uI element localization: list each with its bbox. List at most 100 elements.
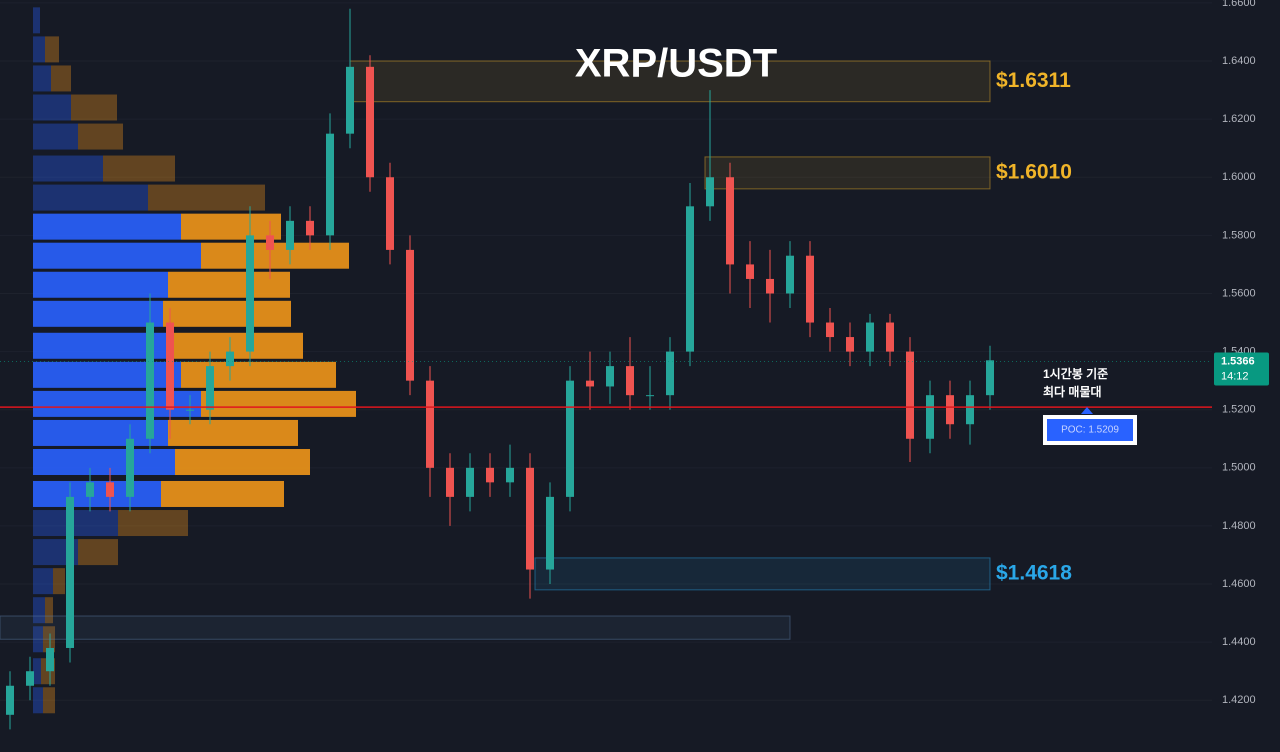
profile-buy xyxy=(33,7,40,34)
profile-buy xyxy=(33,626,43,653)
profile-buy xyxy=(33,687,43,714)
chart-title: XRP/USDT xyxy=(575,42,777,86)
last-price-label: 1.5366 xyxy=(1221,355,1255,367)
zones: $1.6311 $1.6010 $1.4618 xyxy=(0,60,1072,640)
candle-body xyxy=(66,496,74,648)
profile-buy xyxy=(33,419,168,446)
profile-buy xyxy=(33,449,175,476)
candle-body xyxy=(406,249,414,381)
candle-body xyxy=(346,66,354,134)
candle-body xyxy=(926,395,934,439)
candle-body xyxy=(366,66,374,178)
y-tick-label: 1.6400 xyxy=(1222,55,1256,67)
profile-sell xyxy=(163,300,291,327)
profile-sell xyxy=(43,626,55,653)
annotation: 1시간봉 기준 xyxy=(1043,366,1108,381)
profile-sell xyxy=(71,94,117,121)
y-tick-label: 1.6600 xyxy=(1222,0,1256,9)
profile-buy xyxy=(33,123,78,150)
candle-body xyxy=(646,395,654,397)
profile-sell xyxy=(53,568,65,595)
profile-sell xyxy=(201,242,349,269)
profile-sell xyxy=(103,155,175,182)
candle-body xyxy=(686,206,694,352)
candle-body xyxy=(626,366,634,396)
profile-sell xyxy=(201,390,356,417)
profile-buy xyxy=(33,184,148,211)
candle-body xyxy=(826,322,834,338)
y-tick-label: 1.6200 xyxy=(1222,113,1256,125)
last-price-tag xyxy=(1214,352,1269,386)
zone-box xyxy=(0,615,791,640)
profile-buy xyxy=(33,94,71,121)
profile-buy xyxy=(33,271,168,298)
y-tick-label: 1.4200 xyxy=(1222,694,1256,706)
candle-body xyxy=(266,235,274,250)
profile-buy xyxy=(33,300,163,327)
profile-buy xyxy=(33,332,168,359)
y-tick-label: 1.5800 xyxy=(1222,229,1256,241)
candle-body xyxy=(546,496,554,570)
candle-body xyxy=(146,322,154,439)
candle-body xyxy=(86,482,94,497)
profile-buy xyxy=(33,361,181,388)
candle-body xyxy=(766,278,774,294)
candle-body xyxy=(986,360,994,396)
zone-box xyxy=(704,156,991,190)
y-tick-label: 1.5200 xyxy=(1222,404,1256,416)
candle-body xyxy=(746,264,754,279)
candle-body xyxy=(566,380,574,497)
profile-buy xyxy=(33,597,45,624)
poc-box xyxy=(1047,419,1133,441)
poc-label: POC: 1.5209 xyxy=(1061,425,1119,436)
annotation: 최다 매물대 xyxy=(1043,384,1102,399)
candle-body xyxy=(446,467,454,497)
candle-body xyxy=(286,220,294,250)
candle-body xyxy=(966,395,974,425)
profile-sell xyxy=(181,361,336,388)
zone-box xyxy=(534,557,991,591)
profile-sell xyxy=(51,65,71,92)
candle-body xyxy=(786,255,794,294)
profile-sell xyxy=(78,539,118,566)
candle-body xyxy=(246,235,254,352)
candle-body xyxy=(706,177,714,207)
candle-body xyxy=(946,395,954,425)
candle-body xyxy=(606,366,614,387)
volume-profile xyxy=(33,7,356,714)
candle-body xyxy=(106,482,114,497)
candle-body xyxy=(666,351,674,396)
y-tick-label: 1.5000 xyxy=(1222,462,1256,474)
candle-body xyxy=(6,685,14,715)
profile-sell xyxy=(161,480,284,507)
candle-body xyxy=(806,255,814,323)
profile-buy xyxy=(33,510,118,537)
candle-body xyxy=(466,467,474,497)
candle-body xyxy=(326,133,334,236)
candle-body xyxy=(486,467,494,483)
candle-body xyxy=(26,671,34,686)
profile-sell xyxy=(168,419,298,446)
profile-sell xyxy=(148,184,265,211)
y-tick-label: 1.4400 xyxy=(1222,636,1256,648)
candle-body xyxy=(426,380,434,468)
profile-sell xyxy=(175,449,310,476)
candle-body xyxy=(726,177,734,265)
candle-body xyxy=(206,366,214,410)
zone-box xyxy=(349,60,991,103)
candle-body xyxy=(46,647,54,672)
last-price-timer: 14:12 xyxy=(1221,370,1249,382)
profile-sell xyxy=(45,36,59,63)
candles xyxy=(6,8,994,730)
y-tick-label: 1.6000 xyxy=(1222,171,1256,183)
profile-buy xyxy=(33,213,181,240)
profile-buy xyxy=(33,568,53,595)
poc-pointer xyxy=(1081,407,1093,414)
zone-label: $1.4618 xyxy=(996,561,1072,584)
profile-sell xyxy=(43,687,55,714)
zone-label: $1.6010 xyxy=(996,160,1072,183)
profile-buy xyxy=(33,36,45,63)
candle-body xyxy=(226,351,234,367)
